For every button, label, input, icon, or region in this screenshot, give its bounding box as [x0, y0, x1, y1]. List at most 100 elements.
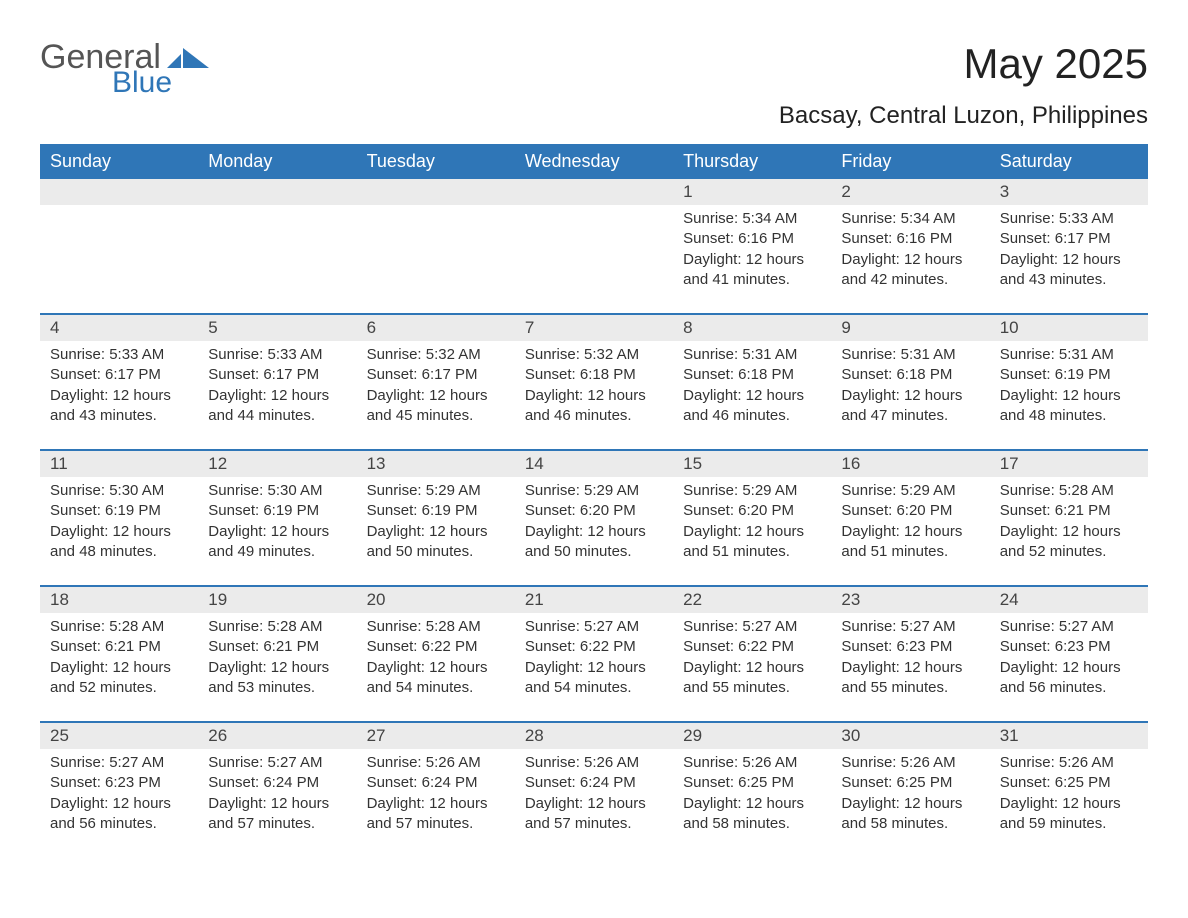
day-number: 5: [198, 315, 356, 341]
day-number: 21: [515, 587, 673, 613]
sunrise-text: Sunrise: 5:33 AM: [50, 345, 188, 365]
sunset-text: Sunset: 6:22 PM: [525, 637, 663, 657]
day-cell: Sunrise: 5:27 AMSunset: 6:23 PMDaylight:…: [831, 613, 989, 721]
day-number: 22: [673, 587, 831, 613]
day-cell: Sunrise: 5:26 AMSunset: 6:25 PMDaylight:…: [990, 749, 1148, 857]
daylight-text: Daylight: 12 hours and 56 minutes.: [1000, 658, 1138, 699]
day-cell: Sunrise: 5:32 AMSunset: 6:17 PMDaylight:…: [357, 341, 515, 449]
day-cell: Sunrise: 5:33 AMSunset: 6:17 PMDaylight:…: [990, 205, 1148, 313]
day-number: 8: [673, 315, 831, 341]
sunset-text: Sunset: 6:17 PM: [367, 365, 505, 385]
sunset-text: Sunset: 6:24 PM: [525, 773, 663, 793]
sunrise-text: Sunrise: 5:33 AM: [208, 345, 346, 365]
day-cell: Sunrise: 5:30 AMSunset: 6:19 PMDaylight:…: [198, 477, 356, 585]
day-cell: Sunrise: 5:27 AMSunset: 6:23 PMDaylight:…: [40, 749, 198, 857]
weekday-header: Friday: [831, 144, 989, 179]
week-body-row: Sunrise: 5:27 AM Sunset: 6:23 PM Daylight:…: [40, 749, 1148, 857]
sunrise-text: Sunrise: 5:31 AM: [1000, 345, 1138, 365]
week-body-row: Sunrise: 5:34 AMSunset: 6:16 PM Daylight:…: [40, 205, 1148, 313]
sunset-text: Sunset: 6:24 PM: [367, 773, 505, 793]
day-number: 19: [198, 587, 356, 613]
day-cell: Sunrise: 5:26 AMSunset: 6:25 PMDaylight:…: [673, 749, 831, 857]
day-cell: [198, 205, 356, 313]
sunset-text: Sunset: 6:19 PM: [1000, 365, 1138, 385]
logo: General Blue: [40, 40, 209, 98]
daylight-text: Daylight: 12 hours and 51 minutes.: [683, 522, 821, 563]
sunset-text: Sunset: 6:21 PM: [208, 637, 346, 657]
day-number: 14: [515, 451, 673, 477]
daylight-text: Daylight: 12 hours and 48 minutes.: [1000, 386, 1138, 427]
day-cell: Sunrise: 5:26 AMSunset: 6:24 PMDaylight:…: [357, 749, 515, 857]
day-number: 11: [40, 451, 198, 477]
sunset-text: Sunset: 6:18 PM: [683, 365, 821, 385]
sunset-text: Sunset: 6:16 PM: [683, 229, 821, 249]
sunrise-text: Sunrise: 5:29 AM: [525, 481, 663, 501]
day-cell: Sunrise: 5:28 AMSunset: 6:21 PMDaylight:…: [40, 613, 198, 721]
sunset-text: Sunset: 6:18 PM: [841, 365, 979, 385]
daylight-text: Daylight: 12 hours and 53 minutes.: [208, 658, 346, 699]
sunset-text: Sunset: 6:23 PM: [50, 773, 188, 793]
day-number: 10: [990, 315, 1148, 341]
daylight-text: Daylight: 12 hours and 58 minutes.: [683, 794, 821, 835]
weekday-header: Monday: [198, 144, 356, 179]
sunset-text: Sunset: 6:20 PM: [525, 501, 663, 521]
sunset-text: Sunset: 6:19 PM: [50, 501, 188, 521]
day-cell: Sunrise: 5:26 AMSunset: 6:25 PMDaylight:…: [831, 749, 989, 857]
daylight-text: Daylight: 12 hours and 42 minutes.: [841, 250, 979, 291]
weekday-header: Thursday: [673, 144, 831, 179]
sunset-text: Sunset: 6:23 PM: [841, 637, 979, 657]
week-body-row: Sunrise: 5:28 AMSunset: 6:21 PMDaylight:…: [40, 613, 1148, 721]
sunrise-text: Sunrise: 5:32 AM: [525, 345, 663, 365]
daylight-text: Daylight: 12 hours and 52 minutes.: [50, 658, 188, 699]
day-number: 16: [831, 451, 989, 477]
day-cell: Sunrise: 5:27 AMSunset: 6:22 PMDaylight:…: [673, 613, 831, 721]
day-number: 30: [831, 723, 989, 749]
day-cell: [40, 205, 198, 313]
day-number: 15: [673, 451, 831, 477]
day-number: 26: [198, 723, 356, 749]
day-cell: Sunrise: 5:34 AMSunset: 6:16 PMDaylight:…: [673, 205, 831, 313]
daynum-row: 18192021222324: [40, 585, 1148, 613]
sunrise-text: Sunrise: 5:28 AM: [367, 617, 505, 637]
sunrise-text: Sunrise: 5:29 AM: [841, 481, 979, 501]
day-number: 2: [831, 179, 989, 205]
day-number: 20: [357, 587, 515, 613]
sunrise-text: Sunrise: 5:29 AM: [683, 481, 821, 501]
sunrise-text: Sunrise: 5:27 AM: [208, 753, 346, 773]
sunset-text: Sunset: 6:17 PM: [208, 365, 346, 385]
weekday-header-row: SundayMondayTuesdayWednesdayThursdayFrid…: [40, 144, 1148, 179]
sunset-text: Sunset: 6:18 PM: [525, 365, 663, 385]
sunrise-text: Sunrise: 5:33 AM: [1000, 209, 1138, 229]
sunrise-text: Sunrise: 5:31 AM: [683, 345, 821, 365]
sunrise-text: Sunrise: 5:30 AM: [208, 481, 346, 501]
sunset-text: Sunset: 6:25 PM: [841, 773, 979, 793]
sunrise-text: Sunrise: 5:27 AM: [525, 617, 663, 637]
sunrise-text: Sunrise: 5:26 AM: [367, 753, 505, 773]
daylight-text: Daylight: 12 hours and 49 minutes.: [208, 522, 346, 563]
day-number: 28: [515, 723, 673, 749]
day-cell: Sunrise: 5:31 AMSunset: 6:19 PMDaylight:…: [990, 341, 1148, 449]
day-cell: [357, 205, 515, 313]
day-number: 12: [198, 451, 356, 477]
daylight-text: Daylight: 12 hours and 51 minutes.: [841, 522, 979, 563]
daynum-row: 11121314151617: [40, 449, 1148, 477]
day-number: 13: [357, 451, 515, 477]
day-cell: Sunrise: 5:32 AMSunset: 6:18 PMDaylight:…: [515, 341, 673, 449]
day-number: 4: [40, 315, 198, 341]
day-cell: Sunrise: 5:31 AMSunset: 6:18 PMDaylight:…: [673, 341, 831, 449]
daylight-text: Daylight: 12 hours and 43 minutes.: [1000, 250, 1138, 291]
sunrise-text: Sunrise: 5:34 AM: [683, 209, 821, 229]
sunset-text: Sunset: 6:24 PM: [208, 773, 346, 793]
sunrise-text: Sunrise: 5:27 AM: [841, 617, 979, 637]
day-cell: Sunrise: 5:29 AMSunset: 6:20 PMDaylight:…: [673, 477, 831, 585]
weekday-header: Sunday: [40, 144, 198, 179]
sunrise-text: Sunrise: 5:27 AM: [1000, 617, 1138, 637]
day-cell: Sunrise: 5:27 AMSunset: 6:22 PMDaylight:…: [515, 613, 673, 721]
logo-flag-icon: [167, 44, 209, 68]
daylight-text: Daylight: 12 hours and 47 minutes.: [841, 386, 979, 427]
day-number: 25: [40, 723, 198, 749]
sunrise-text: Sunrise: 5:26 AM: [841, 753, 979, 773]
header-bar: General Blue May 2025: [40, 40, 1148, 98]
day-number: 29: [673, 723, 831, 749]
sunrise-text: Sunrise: 5:30 AM: [50, 481, 188, 501]
